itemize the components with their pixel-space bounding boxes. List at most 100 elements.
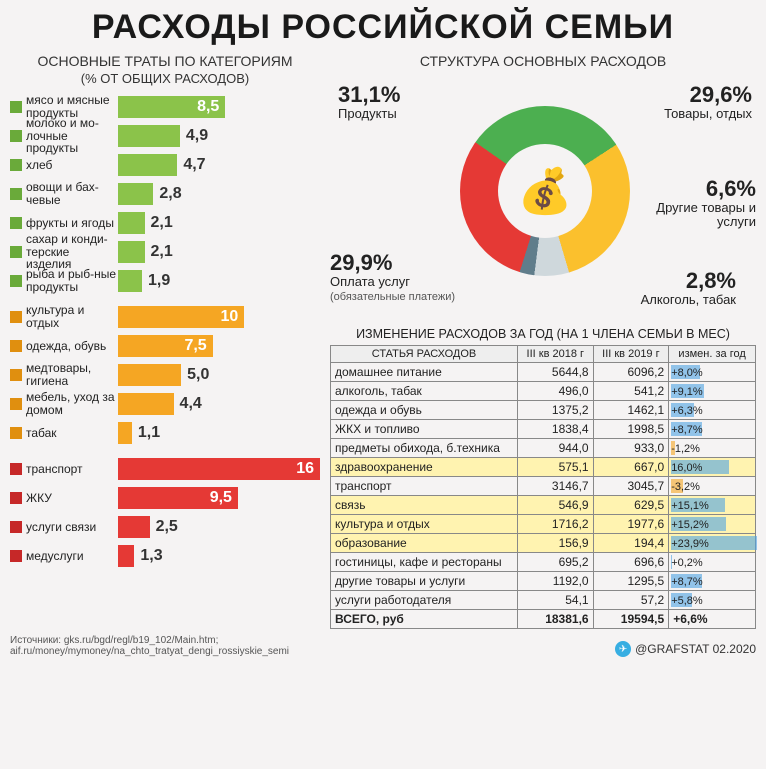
bar-fill: 2,5: [118, 516, 150, 538]
bar-fill: 1,9: [118, 270, 142, 292]
bar-fill: 1,3: [118, 545, 134, 567]
bar-label: услуги связи: [26, 521, 118, 534]
bar-label: одежда, обувь: [26, 340, 118, 353]
table-row: услуги работодателя54,157,2+5,8%: [331, 591, 756, 610]
bar-label: медтовары, гигиена: [26, 362, 118, 387]
table-total-row: ВСЕГО, руб18381,619594,5+6,6%: [331, 610, 756, 629]
bars-subtitle: (% ОТ ОБЩИХ РАСХОДОВ): [10, 71, 320, 86]
bar-row: одежда, обувь 7,5: [10, 333, 320, 359]
bar-value: 10: [220, 308, 238, 326]
bar-fill: 2,8: [118, 183, 153, 205]
bar-row: ЖКУ 9,5: [10, 485, 320, 511]
bar-value: 8,5: [197, 98, 219, 116]
bar-group: мясо и мясные продукты8,5молоко и мо-лоч…: [10, 94, 320, 294]
bar-value: 1,1: [138, 424, 160, 442]
credit: ✈ @GRAFSTAT 02.2020: [615, 641, 756, 657]
bar-row: хлеб4,7: [10, 152, 320, 178]
donut-center-icon: 💰: [498, 144, 592, 238]
bar-fill: 10: [118, 306, 244, 328]
bar-row: культура и отдых 10: [10, 304, 320, 330]
bar-label: сахар и конди-терские изделия: [26, 233, 118, 271]
expense-table: СТАТЬЯ РАСХОДОВIII кв 2018 гIII кв 2019 …: [330, 345, 756, 629]
bar-label: культура и отдых: [26, 304, 118, 329]
bar-group: транспорт16ЖКУ9,5услуги связи2,5медуслуг…: [10, 456, 320, 569]
sources: Источники: gks.ru/bgd/regl/b19_102/Main.…: [10, 635, 289, 657]
table-row: образование156,9194,4+23,9%: [331, 534, 756, 553]
bar-fill: 4,9: [118, 125, 180, 147]
bar-row: молоко и мо-лочные продукты4,9: [10, 123, 320, 149]
table-header: измен. за год: [669, 346, 756, 363]
bar-marker: [10, 217, 22, 229]
table-header: III кв 2018 г: [518, 346, 594, 363]
bar-label: медуслуги: [26, 550, 118, 563]
bar-row: медуслуги1,3: [10, 543, 320, 569]
bar-group: культура и отдых 10 одежда, обувь 7,5 медтов…: [10, 304, 320, 446]
bar-marker: [10, 130, 22, 142]
table-row: культура и отдых1716,21977,6+15,2%: [331, 515, 756, 534]
bar-marker: [10, 427, 22, 439]
bar-marker: [10, 340, 22, 352]
donut-label: 31,1%Продукты: [338, 83, 400, 121]
bar-fill: 7,5: [118, 335, 213, 357]
bar-label: молоко и мо-лочные продукты: [26, 117, 118, 155]
bar-fill: 1,1: [118, 422, 132, 444]
bar-row: услуги связи2,5: [10, 514, 320, 540]
bar-fill: 9,5: [118, 487, 238, 509]
table-header: III кв 2019 г: [593, 346, 669, 363]
bar-fill: 2,1: [118, 212, 145, 234]
donut-title: СТРУКТУРА ОСНОВНЫХ РАСХОДОВ: [330, 53, 756, 69]
table-row: гостиницы, кафе и рестораны695,2696,6+0,…: [331, 553, 756, 572]
donut-label: 29,6%Товары, отдых: [664, 83, 752, 121]
bar-marker: [10, 246, 22, 258]
bar-marker: [10, 369, 22, 381]
table-row: другие товары и услуги1192,01295,5+8,7%: [331, 572, 756, 591]
bar-row: медтовары, гигиена5,0: [10, 362, 320, 388]
table-row: одежда и обувь1375,21462,1+6,3%: [331, 401, 756, 420]
bar-marker: [10, 275, 22, 287]
table-row: ЖКХ и топливо1838,41998,5+8,7%: [331, 420, 756, 439]
bar-row: рыба и рыб-ные продукты1,9: [10, 268, 320, 294]
table-row: транспорт3146,73045,7-3,2%: [331, 477, 756, 496]
table-header: СТАТЬЯ РАСХОДОВ: [331, 346, 518, 363]
bar-value: 1,9: [148, 272, 170, 290]
bar-fill: 8,5: [118, 96, 225, 118]
bar-value: 2,1: [151, 243, 173, 261]
donut-label: 2,8%Алкоголь, табак: [606, 269, 736, 307]
bar-value: 7,5: [184, 337, 206, 355]
bar-fill: 5,0: [118, 364, 181, 386]
bar-fill: 4,7: [118, 154, 177, 176]
bar-value: 4,4: [180, 395, 202, 413]
bar-label: мебель, уход за домом: [26, 391, 118, 416]
bar-row: сахар и конди-терские изделия2,1: [10, 239, 320, 265]
bar-fill: 16: [118, 458, 320, 480]
telegram-icon: ✈: [615, 641, 631, 657]
bar-row: транспорт16: [10, 456, 320, 482]
bar-value: 4,9: [186, 127, 208, 145]
bar-label: хлеб: [26, 159, 118, 172]
right-column: СТРУКТУРА ОСНОВНЫХ РАСХОДОВ 💰 31,1%Проду…: [330, 53, 756, 629]
bar-row: табак1,1: [10, 420, 320, 446]
bar-label: рыба и рыб-ные продукты: [26, 268, 118, 293]
table-row: предметы обихода, б.техника944,0933,0-1,…: [331, 439, 756, 458]
bar-marker: [10, 492, 22, 504]
bar-label: ЖКУ: [26, 492, 118, 505]
bar-fill: 4,4: [118, 393, 174, 415]
bar-value: 2,1: [151, 214, 173, 232]
bar-label: фрукты и ягоды: [26, 217, 118, 230]
bar-label: овощи и бах-чевые: [26, 181, 118, 206]
table-row: связь546,9629,5+15,1%: [331, 496, 756, 515]
bar-row: овощи и бах-чевые2,8: [10, 181, 320, 207]
bar-value: 5,0: [187, 366, 209, 384]
bar-value: 2,5: [156, 518, 178, 536]
bar-fill: 2,1: [118, 241, 145, 263]
donut-label: 6,6%Другие товары и услуги: [646, 177, 756, 230]
table-row: домашнее питание5644,86096,2+8,0%: [331, 363, 756, 382]
bar-marker: [10, 311, 22, 323]
bar-marker: [10, 463, 22, 475]
donut-label: 29,9%Оплата услуг(обязательные платежи): [330, 251, 460, 304]
bar-value: 9,5: [210, 489, 232, 507]
bar-row: мебель, уход за домом4,4: [10, 391, 320, 417]
bar-value: 4,7: [183, 156, 205, 174]
donut-chart: 💰 31,1%Продукты 29,6%Товары, отдых 6,6%Дру…: [330, 71, 756, 321]
table-title: ИЗМЕНЕНИЕ РАСХОДОВ ЗА ГОД (НА 1 ЧЛЕНА СЕ…: [330, 327, 756, 341]
